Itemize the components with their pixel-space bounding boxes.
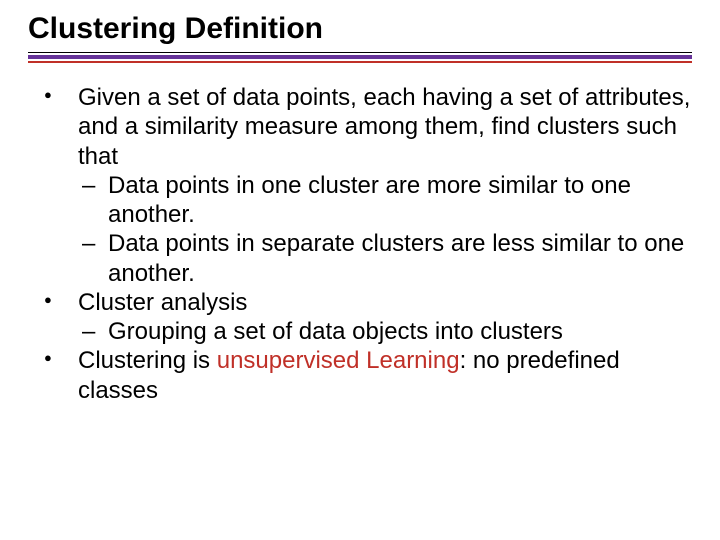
bullet-item: Given a set of data points, each having …: [28, 83, 692, 288]
sub-bullet-item: Data points in one cluster are more simi…: [78, 171, 692, 230]
divider-purple: [28, 55, 692, 59]
bullet-item: Clustering is unsupervised Learning: no …: [28, 346, 692, 405]
bullet-text-pre: Clustering is: [78, 347, 217, 374]
bullet-text: Cluster analysis: [78, 289, 247, 316]
divider-thin: [28, 52, 692, 53]
sub-bullet-text: Data points in separate clusters are les…: [108, 230, 684, 286]
slide: Clustering Definition Given a set of dat…: [0, 0, 720, 540]
bullet-item: Cluster analysis Grouping a set of data …: [28, 288, 692, 347]
bullet-text: Given a set of data points, each having …: [78, 84, 690, 170]
divider-red: [28, 61, 692, 63]
slide-body: Given a set of data points, each having …: [28, 83, 692, 405]
sub-bullet-text: Grouping a set of data objects into clus…: [108, 318, 563, 345]
sub-bullet-item: Grouping a set of data objects into clus…: [78, 317, 692, 346]
bullet-text-highlight: unsupervised Learning: [217, 347, 460, 374]
sub-bullet-item: Data points in separate clusters are les…: [78, 229, 692, 288]
slide-title: Clustering Definition: [28, 12, 692, 46]
sub-bullet-text: Data points in one cluster are more simi…: [108, 172, 631, 228]
